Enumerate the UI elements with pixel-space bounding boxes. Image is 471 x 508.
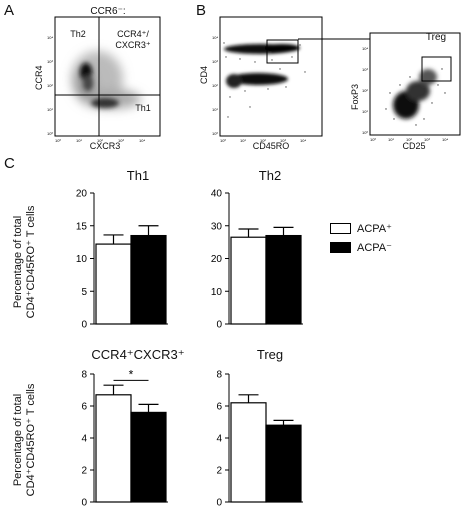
y-tick-label-ccr4-cxcr3: 6 xyxy=(81,402,87,413)
y-tick-label-th2: 30 xyxy=(211,221,223,232)
flow-plot-b2: 10⁰ 10¹ 10² 10³ 10⁴ 10⁰ 10¹ 10² 10³ 10⁴ xyxy=(362,32,461,142)
y-tick-label-th2: 20 xyxy=(211,254,223,265)
svg-text:10⁰: 10⁰ xyxy=(362,130,368,135)
bar-th1-acpa-pos xyxy=(95,243,132,325)
flow-plot-b1: 10⁰ 10¹ 10² 10³ 10⁴ 10⁰ 10¹ 10² 10³ 10⁴ xyxy=(212,16,323,143)
bar-th2-acpa-pos xyxy=(230,236,267,325)
svg-text:10²: 10² xyxy=(406,137,412,142)
bar-treg-acpa-pos xyxy=(230,402,267,503)
legend-item-acpa-neg: ACPA⁻ xyxy=(330,239,392,255)
y-tick-label-th2: 40 xyxy=(211,189,223,200)
svg-text:10⁰: 10⁰ xyxy=(212,131,218,136)
svg-text:10²: 10² xyxy=(47,83,53,88)
svg-text:10⁰: 10⁰ xyxy=(47,131,53,136)
panel-b2-xlabel: CD25 xyxy=(402,141,426,151)
svg-text:10¹: 10¹ xyxy=(388,137,394,142)
gate-label-th1: Th1 xyxy=(135,103,151,113)
panel-a-title: CCR6⁻: xyxy=(90,6,126,17)
panel-label-a: A xyxy=(4,2,15,19)
legend-label-acpa-pos: ACPA⁺ xyxy=(357,222,392,235)
bar-treg-acpa-neg xyxy=(265,424,302,503)
svg-text:10²: 10² xyxy=(97,138,103,143)
svg-text:10⁴: 10⁴ xyxy=(139,138,145,143)
chart-title-ccr4-cxcr3: CCR4⁺CXCR3⁺ xyxy=(91,347,185,362)
y-tick-label-th1: 0 xyxy=(81,320,87,331)
svg-text:10⁴: 10⁴ xyxy=(442,137,448,142)
y-tick-label-treg: 2 xyxy=(216,466,222,477)
legend-label-acpa-neg: ACPA⁻ xyxy=(357,241,392,254)
chart-title-th2: Th2 xyxy=(258,168,282,183)
panel-b1-xlabel: CD45RO xyxy=(252,141,290,151)
y-tick-label-th1: 15 xyxy=(76,221,88,232)
svg-text:10²: 10² xyxy=(212,83,218,88)
panel-label-c: C xyxy=(4,155,15,172)
svg-text:10³: 10³ xyxy=(362,67,368,72)
y-tick-label-treg: 6 xyxy=(216,402,222,413)
bar-ccr4-cxcr3-acpa-pos xyxy=(95,394,132,503)
svg-text:10¹: 10¹ xyxy=(47,107,53,112)
svg-text:10⁰: 10⁰ xyxy=(220,138,226,143)
y-tick-label-th1: 10 xyxy=(76,254,88,265)
legend: ACPA⁺ ACPA⁻ xyxy=(330,220,392,255)
chart-title-treg: Treg xyxy=(256,347,284,362)
svg-text:10⁴: 10⁴ xyxy=(212,35,218,40)
y-tick-label-ccr4-cxcr3: 0 xyxy=(81,498,87,508)
svg-text:10²: 10² xyxy=(260,138,266,143)
y-tick-label-treg: 0 xyxy=(216,498,222,508)
svg-text:10¹: 10¹ xyxy=(212,107,218,112)
y-tick-label-th2: 10 xyxy=(211,287,223,298)
y-tick-label-th1: 5 xyxy=(81,287,87,298)
gate-label-ccr4-cxcr3-line2: CXCR3⁺ xyxy=(115,40,151,50)
y-tick-label-ccr4-cxcr3: 4 xyxy=(81,434,87,445)
svg-text:10¹: 10¹ xyxy=(362,109,368,114)
legend-item-acpa-pos: ACPA⁺ xyxy=(330,220,392,236)
legend-swatch-acpa-pos xyxy=(330,222,351,234)
svg-text:10²: 10² xyxy=(362,88,368,93)
significance-marker: * xyxy=(129,367,134,381)
svg-text:10³: 10³ xyxy=(47,59,53,64)
bar-ccr4-cxcr3-acpa-neg xyxy=(130,411,167,503)
svg-text:10⁰: 10⁰ xyxy=(55,138,61,143)
svg-text:10³: 10³ xyxy=(212,59,218,64)
chart-title-th1: Th1 xyxy=(126,168,150,183)
y-tick-label-treg: 4 xyxy=(216,434,222,445)
svg-text:10⁴: 10⁴ xyxy=(47,35,53,40)
gate-label-th2: Th2 xyxy=(70,29,86,39)
legend-swatch-acpa-neg xyxy=(330,241,351,253)
panel-label-b: B xyxy=(196,2,207,19)
svg-text:10⁴: 10⁴ xyxy=(362,46,368,51)
svg-text:10⁰: 10⁰ xyxy=(370,137,376,142)
panel-a-xlabel: CXCR3 xyxy=(89,141,121,151)
svg-text:10³: 10³ xyxy=(118,138,124,143)
flow-plot-a: 10⁰ 10¹ 10² 10³ 10⁴ 10⁰ 10¹ 10² 10³ 10⁴ xyxy=(47,16,161,143)
y-tick-label-th2: 0 xyxy=(216,320,222,331)
bar-th2-acpa-neg xyxy=(265,234,302,325)
svg-text:10¹: 10¹ xyxy=(76,138,82,143)
svg-text:10³: 10³ xyxy=(424,137,430,142)
svg-text:10¹: 10¹ xyxy=(240,138,246,143)
y-tick-label-treg: 8 xyxy=(216,370,222,381)
y-tick-label-ccr4-cxcr3: 2 xyxy=(81,466,87,477)
svg-text:10³: 10³ xyxy=(280,138,286,143)
y-tick-label-th1: 20 xyxy=(76,189,88,200)
gate-label-ccr4-cxcr3-line1: CCR4⁺/ xyxy=(117,29,149,39)
gate-label-treg: Treg xyxy=(425,32,447,43)
bar-th1-acpa-neg xyxy=(130,234,167,325)
svg-text:10⁴: 10⁴ xyxy=(300,138,306,143)
y-tick-label-ccr4-cxcr3: 8 xyxy=(81,370,87,381)
